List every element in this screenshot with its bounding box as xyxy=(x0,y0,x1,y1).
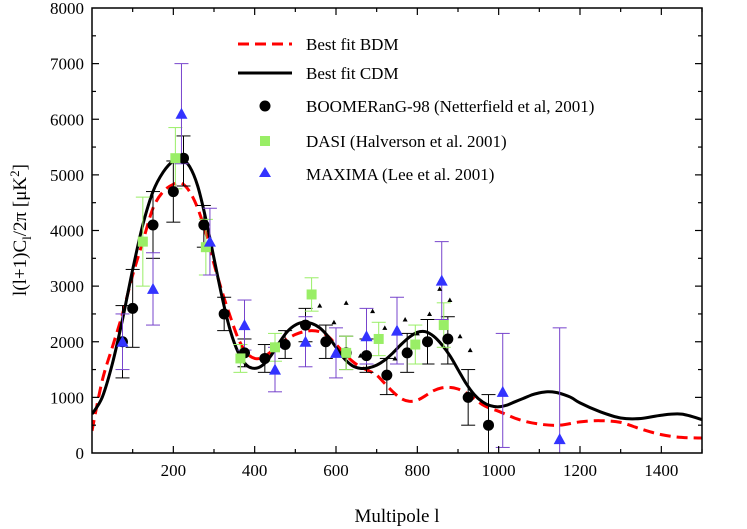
extra-point xyxy=(331,319,337,325)
dasi-point xyxy=(410,339,421,350)
y-tick-label: 0 xyxy=(76,444,85,463)
y-tick-label: 2000 xyxy=(50,333,84,352)
maxima-point xyxy=(435,274,448,286)
boomerang-point xyxy=(401,347,413,359)
x-tick-label: 800 xyxy=(405,461,431,480)
dasi-point xyxy=(341,347,352,358)
dasi-point xyxy=(170,153,181,164)
x-tick-label: 1200 xyxy=(563,461,597,480)
y-tick-label: 5000 xyxy=(50,166,84,185)
boomerang-point xyxy=(147,219,159,231)
x-tick-label: 400 xyxy=(242,461,268,480)
extra-point xyxy=(317,303,323,308)
dasi-point xyxy=(306,289,317,300)
boomerang-point xyxy=(361,350,372,362)
extra-point xyxy=(414,330,420,336)
boomerang-point xyxy=(462,391,474,403)
legend-label-cdm: Best fit CDM xyxy=(306,64,399,83)
boomerang-point xyxy=(218,308,230,320)
maxima-point xyxy=(496,385,509,397)
extra-point xyxy=(382,325,388,330)
maxima-point xyxy=(147,282,159,294)
maxima-point xyxy=(391,324,403,336)
extra-point xyxy=(370,308,376,314)
extra-point xyxy=(392,355,398,361)
legend-label-maxima: MAXIMA (Lee et al. 2001) xyxy=(306,165,494,184)
dasi-point xyxy=(373,333,384,344)
data-markers xyxy=(116,107,566,445)
cdm-fit-curve xyxy=(92,157,702,422)
boomerang-point xyxy=(300,319,311,331)
y-tick-label: 3000 xyxy=(50,277,84,296)
boomerang-point xyxy=(442,333,454,345)
extra-point xyxy=(343,300,349,305)
boomerang-point xyxy=(178,152,189,164)
dasi-point xyxy=(235,353,246,364)
extra-point xyxy=(357,353,363,358)
x-axis: 200 400 600 800 1000 1200 1400 xyxy=(132,8,703,480)
boomerang-point xyxy=(422,336,433,348)
x-tick-label: 600 xyxy=(323,461,349,480)
y-tick-label: 6000 xyxy=(50,110,84,129)
maxima-point xyxy=(330,346,342,358)
dasi-point xyxy=(137,236,148,247)
boomerang-point xyxy=(127,302,139,314)
maxima-point xyxy=(175,107,188,119)
dasi-point xyxy=(200,242,211,253)
error-bars xyxy=(115,63,567,453)
maxima-point xyxy=(203,235,216,247)
legend-label-bdm: Best fit BDM xyxy=(306,35,399,54)
extra-point xyxy=(427,311,433,316)
maxima-point xyxy=(299,335,312,347)
legend-marker-dasi xyxy=(260,136,270,146)
maxima-point xyxy=(360,330,373,342)
dasi-point xyxy=(270,342,280,353)
y-axis: 0 1000 2000 3000 4000 5000 6000 7000 8000 xyxy=(50,0,702,463)
y-tick-label: 7000 xyxy=(50,55,84,74)
boomerang-point xyxy=(279,339,291,351)
boomerang-point xyxy=(483,419,494,431)
legend-label-boomerang: BOOMERanG-98 (Netterfield et al, 2001) xyxy=(306,97,594,116)
boomerang-point xyxy=(381,369,393,381)
extra-point xyxy=(447,297,453,303)
boomerang-point xyxy=(320,336,332,348)
maxima-point xyxy=(553,433,566,445)
extra-point xyxy=(467,347,473,353)
y-tick-label: 8000 xyxy=(50,0,84,18)
boomerang-point xyxy=(259,352,271,364)
legend-label-dasi: DASI (Halverson et al. 2001) xyxy=(306,132,507,151)
legend-marker-boomerang xyxy=(259,100,271,112)
legend: Best fit BDM Best fit CDM BOOMERanG-98 (… xyxy=(238,35,594,184)
extra-point xyxy=(402,317,408,322)
legend-marker-maxima xyxy=(259,167,271,177)
y-axis-title: l(l+1)Cl/2π [μK2] xyxy=(7,164,34,296)
extra-point xyxy=(457,333,463,339)
boomerang-point xyxy=(167,186,179,198)
dasi-point xyxy=(438,320,449,331)
x-tick-label: 1400 xyxy=(644,461,678,480)
boomerang-point xyxy=(198,219,210,231)
x-axis-title: Multipole l xyxy=(355,506,440,527)
maxima-point xyxy=(269,363,281,375)
y-tick-label: 1000 xyxy=(50,388,84,407)
x-tick-label: 200 xyxy=(161,461,187,480)
y-tick-label: 4000 xyxy=(50,222,84,241)
maxima-point xyxy=(116,335,129,347)
x-tick-label: 1000 xyxy=(482,461,516,480)
extra-point xyxy=(437,286,443,291)
maxima-point xyxy=(238,319,251,331)
